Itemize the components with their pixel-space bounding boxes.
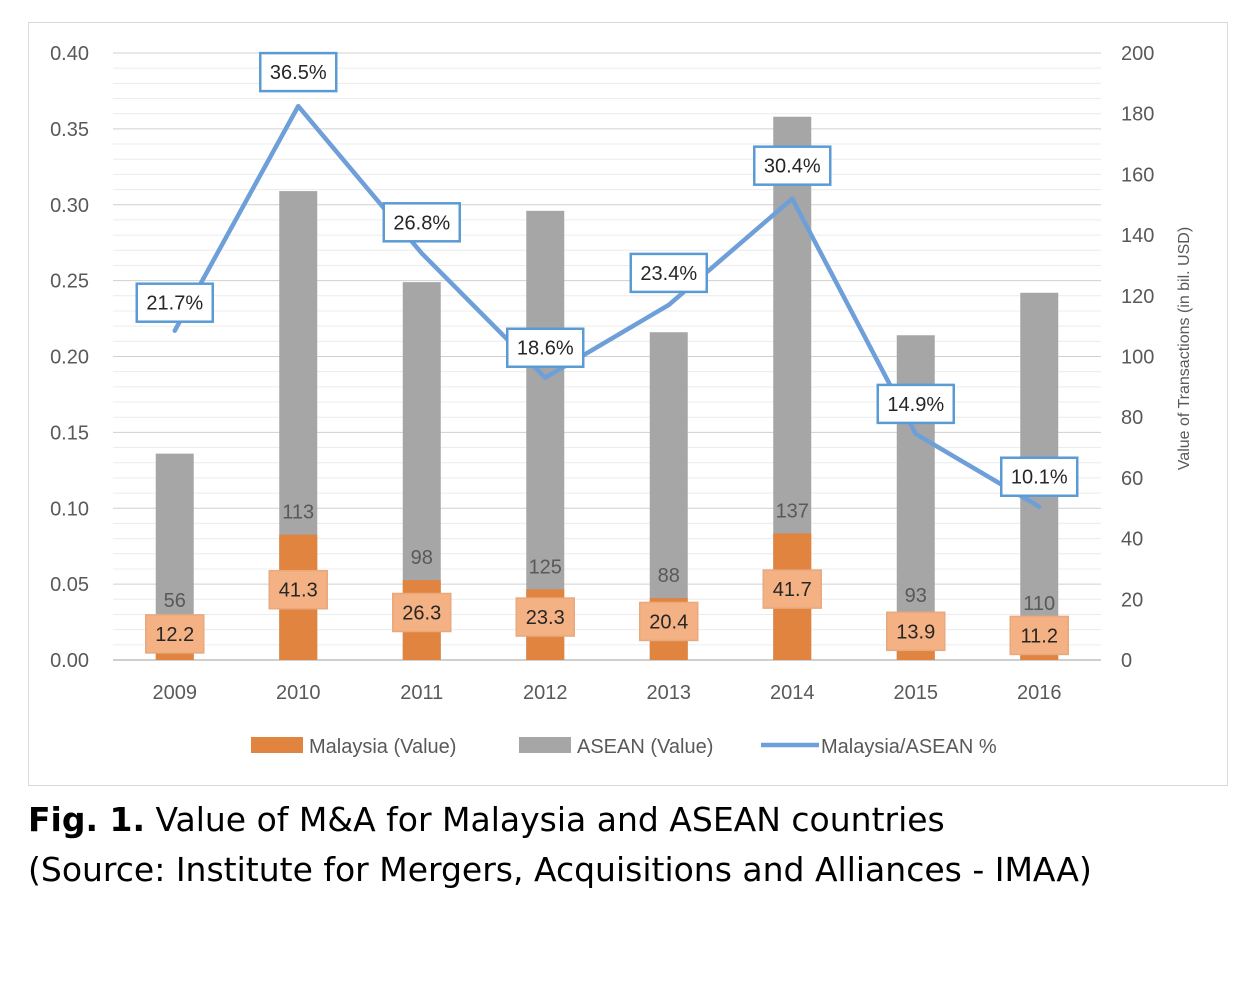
malaysia-data-label: 13.9 [896,621,935,643]
x-tick-label: 2014 [770,682,815,704]
asean-data-label: 93 [905,585,927,607]
y-left-tick-label: 0.30 [50,195,89,217]
x-tick-label: 2012 [523,682,568,704]
asean-data-label: 113 [282,502,314,524]
malaysia-data-label: 41.7 [773,579,812,601]
ratio-data-label-box [753,145,832,186]
malaysia-data-label-box [1009,615,1069,656]
figure-source: (Source: Institute for Mergers, Acquisit… [28,850,1092,889]
chart-frame: 0.00 0.05 0.10 0.15 0.20 0.25 0.30 0.35 0.40 0 20 4… [28,22,1228,786]
x-tick-label: 2016 [1017,682,1062,704]
ratio-data-label: 30.4% [764,156,821,178]
y-right-tick-label: 120 [1121,286,1154,308]
malaysia-data-label-box [639,601,699,642]
y-left-tick-label: 0.15 [50,422,89,444]
y-right-tick-label: 140 [1121,225,1154,247]
malaysia-data-label: 41.3 [279,580,318,602]
x-tick-label: 2015 [894,682,939,704]
ratio-data-label-box [259,51,338,93]
y-left-tick-label: 0.00 [50,650,89,672]
malaysia-data-label: 23.3 [526,607,565,629]
y-right-tick-label: 200 [1121,43,1154,65]
figure-caption: Fig. 1. Value of M&A for Malaysia and AS… [28,800,945,839]
malaysia-data-label: 12.2 [155,624,194,646]
ratio-data-label: 14.9% [887,394,944,416]
malaysia-data-label: 11.2 [1021,625,1058,647]
malaysia-data-label-box [145,614,205,654]
y-right-tick-label: 40 [1121,529,1143,551]
asean-data-label: 110 [1023,593,1055,615]
y-right-tick-label: 0 [1121,650,1132,672]
malaysia-data-label-box [886,611,946,652]
malaysia-data-label-box [762,569,822,609]
y-left-tick-label: 0.25 [50,271,89,293]
asean-data-label: 137 [776,500,809,522]
legend-swatch-asean [519,737,571,753]
ratio-data-label-box [629,252,708,294]
malaysia-data-label-box [268,569,328,610]
y-right-tick-label: 20 [1121,589,1143,611]
asean-data-label: 98 [411,547,433,569]
y-right-tick-label: 80 [1121,407,1143,429]
x-tick-label: 2013 [647,682,692,704]
asean-data-label: 88 [658,565,680,587]
x-tick-label: 2010 [276,682,321,704]
x-tick-label: 2009 [153,682,198,704]
malaysia-data-label: 26.3 [402,603,441,625]
ratio-data-label-box [1000,456,1079,497]
x-tick-label: 2011 [400,682,443,704]
asean-bar [526,210,565,660]
ratio-data-label: 21.7% [146,293,203,315]
y-left-tick-label: 0.20 [50,347,89,369]
legend-label-malaysia: Malaysia (Value) [309,736,456,758]
legend-label-asean: ASEAN (Value) [577,736,713,758]
y-right-axis-label: Value of Transactions (in bil. USD) [1176,227,1193,470]
legend-label-ratio: Malaysia/ASEAN % [821,736,997,758]
asean-data-label: 125 [529,556,562,578]
ratio-data-label: 26.8% [393,212,450,234]
y-left-tick-label: 0.05 [50,574,89,596]
y-left-tick-label: 0.40 [50,43,89,65]
ratio-data-label: 10.1% [1011,467,1068,489]
legend-swatch-malaysia [251,737,303,753]
ratio-data-label: 36.5% [270,62,327,84]
y-right-tick-label: 160 [1121,164,1154,186]
y-right-tick-label: 180 [1121,104,1154,126]
figure-label: Fig. 1. [28,800,145,839]
ratio-data-label: 18.6% [517,338,574,360]
malaysia-data-label-box [515,597,575,637]
ratio-data-label-box [135,282,214,323]
y-left-tick-label: 0.10 [50,498,89,520]
ratio-data-label-box [506,327,585,368]
y-left-tick-label: 0.35 [50,119,89,141]
combo-chart: 0.00 0.05 0.10 0.15 0.20 0.25 0.30 0.35 0.40 0 20 4… [50,43,1193,758]
malaysia-data-label: 20.4 [649,611,688,633]
figure-title: Value of M&A for Malaysia and ASEAN coun… [145,800,945,839]
malaysia-data-label-box [392,592,452,633]
ratio-data-label-box [382,202,461,243]
ratio-data-label: 23.4% [640,263,697,285]
y-right-tick-label: 60 [1121,468,1143,490]
ratio-data-label-box [876,383,955,425]
asean-data-label: 56 [164,590,186,612]
y-right-tick-label: 100 [1121,347,1154,369]
